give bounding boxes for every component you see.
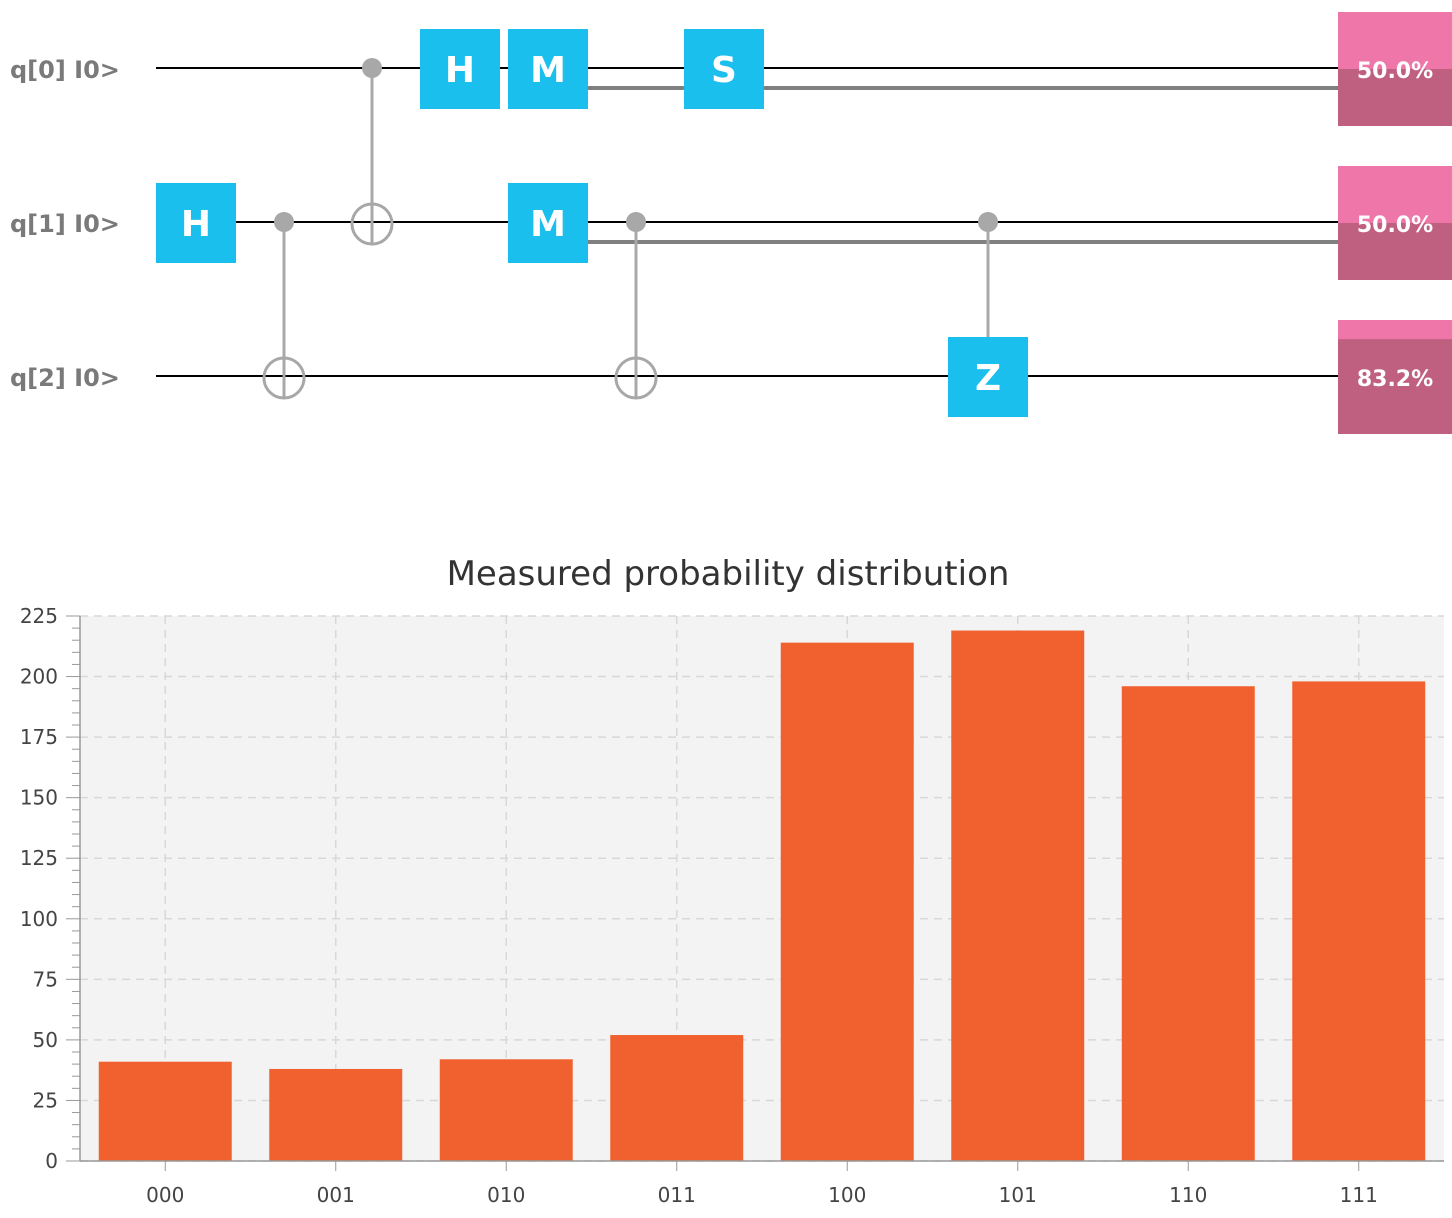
control-dot <box>626 212 646 232</box>
quantum-circuit: q[0] I0> q[1] I0> q[2] I0> H H M <box>10 12 1452 434</box>
x-tick-label: 011 <box>658 1183 696 1207</box>
probability-label: 83.2% <box>1357 367 1433 392</box>
measure-gate-q0[interactable]: M <box>508 29 588 109</box>
bar-110 <box>1121 686 1255 1161</box>
bar-100 <box>780 642 914 1161</box>
gate-label: Z <box>975 358 1001 399</box>
bar-011 <box>610 1035 744 1161</box>
cnot-q1-to-q2[interactable] <box>262 212 306 400</box>
y-tick-label: 200 <box>20 665 58 689</box>
z-gate-q2[interactable]: Z <box>948 337 1028 417</box>
bar-010 <box>439 1059 573 1161</box>
probability-indicator-q0: 50.0% <box>1338 12 1452 126</box>
x-tick-label: 100 <box>828 1183 866 1207</box>
y-tick-label: 225 <box>20 604 58 628</box>
y-tick-label: 0 <box>45 1149 58 1173</box>
bar-101 <box>951 630 1085 1161</box>
probability-label: 50.0% <box>1357 213 1433 238</box>
control-dot <box>274 212 294 232</box>
gate-label: H <box>181 204 211 245</box>
x-tick-label: 110 <box>1169 1183 1207 1207</box>
cz-q1-to-q2[interactable] <box>978 212 998 340</box>
target-circle <box>614 356 658 400</box>
y-tick-label: 25 <box>33 1088 58 1112</box>
gate-label: M <box>530 50 566 91</box>
h-gate-q1[interactable]: H <box>156 183 236 263</box>
y-tick-label: 75 <box>33 967 58 991</box>
y-tick-label: 150 <box>20 786 58 810</box>
cnot-q0-to-q1[interactable] <box>350 58 394 246</box>
y-tick-label: 125 <box>20 846 58 870</box>
bar-001 <box>269 1068 403 1161</box>
x-tick-label: 101 <box>999 1183 1037 1207</box>
control-dot <box>978 212 998 232</box>
probability-indicator-q1: 50.0% <box>1338 166 1452 280</box>
h-gate-q0[interactable]: H <box>420 29 500 109</box>
target-circle <box>350 202 394 246</box>
bar-000 <box>98 1061 232 1161</box>
gate-label: H <box>445 50 475 91</box>
x-tick-label: 000 <box>146 1183 184 1207</box>
x-tick-label: 111 <box>1340 1183 1378 1207</box>
probability-chart: Measured probability distribution 0 25 50 7… <box>20 554 1444 1207</box>
s-gate-q0[interactable]: S <box>684 29 764 109</box>
x-tick-label: 010 <box>487 1183 525 1207</box>
bar-111 <box>1292 681 1426 1161</box>
measure-gate-q1[interactable]: M <box>508 183 588 263</box>
probability-label: 50.0% <box>1357 59 1433 84</box>
x-tick-label: 001 <box>317 1183 355 1207</box>
control-dot <box>362 58 382 78</box>
gate-label: S <box>711 50 737 91</box>
cnot-q1-to-q2-second[interactable] <box>614 212 658 400</box>
y-tick-label: 175 <box>20 725 58 749</box>
chart-title: Measured probability distribution <box>447 554 1010 594</box>
target-circle <box>262 356 306 400</box>
qubit-label-q1: q[1] I0> <box>10 210 120 238</box>
qubit-label-q2: q[2] I0> <box>10 364 120 392</box>
probability-indicator-q2: 83.2% <box>1338 320 1452 434</box>
gate-label: M <box>530 204 566 245</box>
qubit-label-q0: q[0] I0> <box>10 56 120 84</box>
y-tick-label: 50 <box>33 1028 58 1052</box>
y-tick-label: 100 <box>20 907 58 931</box>
